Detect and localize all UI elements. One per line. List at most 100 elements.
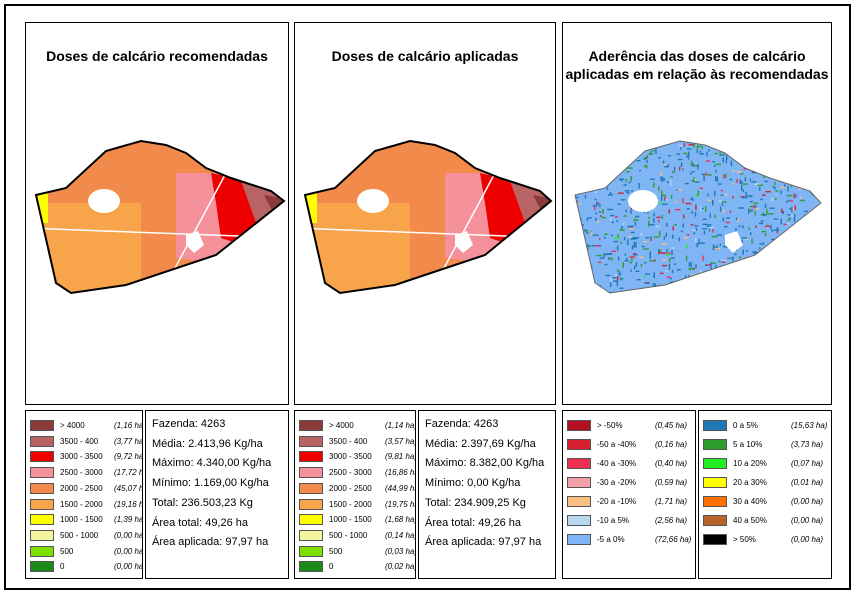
legend-area: (45,07 ha) bbox=[114, 483, 143, 493]
legend-label: -50 a -40% bbox=[597, 440, 637, 449]
legend-label: 2000 - 2500 bbox=[329, 483, 372, 493]
legend-swatch bbox=[299, 514, 323, 526]
legend-item: 1000 - 1500 (1,68 ha) bbox=[299, 513, 415, 527]
legend-adherence-positive: 0 a 5% (15,63 ha) 5 a 10% (3,73 ha) 10 a 20%… bbox=[698, 410, 832, 579]
legend-swatch bbox=[567, 515, 591, 526]
legend-area: (1,71 ha) bbox=[655, 497, 688, 506]
legend-swatch bbox=[299, 529, 323, 541]
legend-item: 2500 - 3000 (16,86 ha) bbox=[299, 466, 415, 480]
legend-label: 0 a 5% bbox=[733, 421, 758, 430]
stat-line: Máximo: 8.382,00 Kg/ha bbox=[425, 457, 545, 470]
legend-applied: > 4000 (1,14 ha) 3500 - 400 (3,57 ha) 3000 -… bbox=[294, 410, 416, 579]
legend-area: (0,00 ha) bbox=[791, 516, 824, 525]
legend-adherence-negative: > -50% (0,45 ha) -50 a -40% (0,16 ha) -40 a … bbox=[562, 410, 696, 579]
legend-label: 500 - 1000 bbox=[60, 530, 99, 540]
legend-swatch bbox=[30, 482, 54, 494]
legend-item: 40 a 50% (0,00 ha) bbox=[703, 514, 831, 528]
legend-swatch bbox=[30, 451, 54, 463]
legend-swatch bbox=[703, 496, 727, 507]
legend-area: (1,16 ha) bbox=[114, 421, 143, 430]
field-gap bbox=[186, 231, 204, 253]
legend-item: > 4000 (1,14 ha) bbox=[299, 419, 416, 433]
legend-label: 1000 - 1500 bbox=[329, 515, 372, 525]
legend-swatch bbox=[299, 467, 323, 479]
legend-area: (9,81 ha) bbox=[385, 452, 416, 462]
field-boundary bbox=[303, 139, 553, 295]
legend-item: 2500 - 3000 (17,72 ha) bbox=[30, 466, 143, 480]
legend-item: 1500 - 2000 (19,16 ha) bbox=[30, 498, 143, 512]
stat-line: Total: 234.909,25 Kg bbox=[425, 496, 526, 509]
legend-area: (3,73 ha) bbox=[791, 440, 824, 449]
legend-area: (3,57 ha) bbox=[385, 436, 416, 446]
legend-item: 500 - 1000 (0,14 ha) bbox=[299, 529, 416, 543]
legend-area: (0,00 ha) bbox=[791, 535, 824, 544]
legend-item: > 4000 (1,16 ha) bbox=[30, 419, 143, 433]
legend-area: (17,72 ha) bbox=[114, 468, 143, 478]
legend-area: (19,16 ha) bbox=[114, 499, 143, 509]
legend-area: (0,01 ha) bbox=[791, 478, 824, 487]
legend-swatch bbox=[299, 482, 323, 494]
map-panel-recommended: Doses de calcário recomendadas bbox=[25, 22, 289, 405]
legend-label: 3000 - 3500 bbox=[60, 452, 103, 462]
legend-area: (0,00 ha) bbox=[114, 562, 143, 572]
legend-label: 500 bbox=[329, 546, 343, 556]
legend-label: 1500 - 2000 bbox=[60, 499, 103, 509]
legend-area: (1,14 ha) bbox=[385, 421, 416, 430]
legend-label: 1000 - 1500 bbox=[60, 515, 103, 525]
legend-label: 0 bbox=[329, 562, 334, 572]
legend-swatch bbox=[30, 435, 54, 447]
legend-swatch bbox=[567, 534, 591, 545]
map-applied bbox=[303, 139, 553, 295]
field-gap bbox=[628, 190, 658, 212]
legend-label: 2000 - 2500 bbox=[60, 483, 103, 493]
legend-swatch bbox=[30, 561, 54, 573]
legend-area: (0,40 ha) bbox=[655, 459, 688, 468]
legend-area: (2,56 ha) bbox=[655, 516, 688, 525]
legend-area: (0,07 ha) bbox=[791, 459, 824, 468]
legend-label: 40 a 50% bbox=[733, 516, 767, 525]
legend-label: > 4000 bbox=[329, 421, 354, 430]
legend-swatch bbox=[703, 515, 727, 526]
legend-swatch bbox=[30, 545, 54, 557]
legend-label: 30 a 40% bbox=[733, 497, 767, 506]
legend-area: (0,14 ha) bbox=[385, 530, 416, 540]
legend-label: 500 bbox=[60, 546, 74, 556]
map-title-adherence: Aderência das doses de calcário aplicada… bbox=[565, 48, 829, 82]
legend-area: (72,66 ha) bbox=[655, 535, 692, 544]
legend-label: -30 a -20% bbox=[597, 478, 637, 487]
legend-item: 3000 - 3500 (9,72 ha) bbox=[30, 450, 142, 464]
legend-area: (0,45 ha) bbox=[655, 421, 688, 430]
legend-area: (44,99 ha) bbox=[385, 483, 415, 493]
map-title-recommended: Doses de calcário recomendadas bbox=[46, 48, 268, 64]
legend-swatch bbox=[703, 420, 727, 431]
legend-area: (19,75 ha) bbox=[385, 499, 415, 509]
legend-item: 0 (0,00 ha) bbox=[30, 560, 143, 574]
legend-item: 3500 - 400 (3,77 ha) bbox=[30, 435, 142, 449]
legend-label: > 4000 bbox=[60, 421, 85, 430]
legend-swatch bbox=[567, 496, 591, 507]
legend-item: > -50% (0,45 ha) bbox=[567, 419, 695, 433]
legend-label: > 50% bbox=[733, 535, 756, 544]
legend-area: (0,00 ha) bbox=[114, 530, 143, 540]
legend-item: -50 a -40% (0,16 ha) bbox=[567, 438, 695, 452]
legend-label: 500 - 1000 bbox=[329, 530, 368, 540]
legend-area: (1,39 ha) bbox=[114, 515, 143, 525]
legend-item: 10 a 20% (0,07 ha) bbox=[703, 457, 831, 471]
legend-swatch bbox=[567, 477, 591, 488]
legend-label: -20 a -10% bbox=[597, 497, 637, 506]
legend-swatch bbox=[30, 529, 54, 541]
map-panel-applied: Doses de calcário aplicadas bbox=[294, 22, 556, 405]
legend-label: 3500 - 400 bbox=[60, 436, 99, 446]
legend-item: 500 - 1000 (0,00 ha) bbox=[30, 529, 143, 543]
legend-swatch bbox=[567, 420, 591, 431]
stat-line: Área aplicada: 97,97 ha bbox=[425, 536, 542, 549]
stat-line: Área aplicada: 97,97 ha bbox=[152, 536, 269, 549]
legend-swatch bbox=[567, 439, 591, 450]
legend-label: -40 a -30% bbox=[597, 459, 637, 468]
legend-item: -20 a -10% (1,71 ha) bbox=[567, 495, 695, 509]
legend-item: 30 a 40% (0,00 ha) bbox=[703, 495, 831, 509]
legend-item: 1500 - 2000 (19,75 ha) bbox=[299, 498, 415, 512]
stat-line: Mínimo: 1.169,00 Kg/ha bbox=[152, 477, 269, 490]
legend-label: 3000 - 3500 bbox=[329, 452, 372, 462]
legend-swatch bbox=[299, 451, 323, 463]
